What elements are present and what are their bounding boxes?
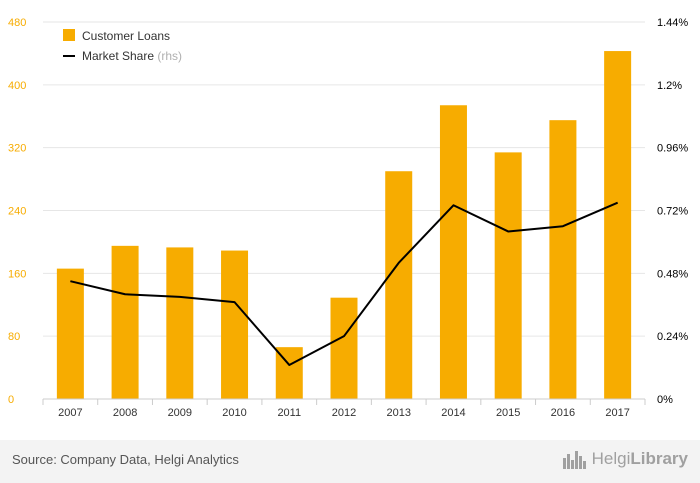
- y-left-tick-label: 80: [8, 331, 20, 343]
- bar-2015: [494, 152, 522, 399]
- y-left-tick-label: 240: [8, 206, 26, 218]
- x-tick-label: 2009: [168, 407, 192, 419]
- y-right-tick-label: 1.2%: [657, 80, 682, 92]
- y-right-tick-label: 0.96%: [657, 143, 688, 155]
- gridlines: [43, 21, 645, 400]
- line-market-share: [70, 201, 619, 366]
- bar-2012: [330, 297, 358, 399]
- source-note: Source: Company Data, Helgi Analytics: [12, 452, 239, 467]
- legend: Customer Loans Market Share (rhs): [63, 29, 182, 63]
- footer: Source: Company Data, Helgi Analytics He…: [0, 440, 700, 483]
- bar-2008: [111, 245, 139, 399]
- legend-rhs-suffix: (rhs): [157, 49, 182, 63]
- helgi-library-logo[interactable]: Helgi Library: [562, 448, 688, 470]
- bar-2010: [221, 250, 249, 399]
- x-tick-label: 2007: [58, 407, 82, 419]
- y-right-tick-label: 0.24%: [657, 331, 688, 343]
- bar-2009: [166, 247, 194, 399]
- x-tick-label: 2011: [277, 407, 301, 419]
- logo-text-bold: Library: [630, 449, 688, 468]
- bar-2016: [549, 120, 577, 399]
- city-icon: [562, 451, 586, 469]
- legend-label-customer-loans: Customer Loans: [82, 29, 170, 43]
- y-left-tick-label: 480: [8, 17, 26, 29]
- y-left-tick-label: 160: [8, 268, 26, 280]
- axes: 0 0% 80 0.24% 160 0.48% 240 0.72% 320 0.96% 400 1.2…: [8, 17, 688, 419]
- bar-2014: [439, 105, 467, 400]
- y-left-tick-label: 320: [8, 143, 26, 155]
- logo-text-light: Helgi: [591, 449, 631, 468]
- bar-2013: [385, 171, 413, 399]
- x-tick-label: 2017: [605, 407, 629, 419]
- y-right-tick-label: 0.48%: [657, 268, 688, 280]
- x-tick-label: 2014: [441, 407, 465, 419]
- bar-2007: [56, 268, 84, 399]
- legend-swatch-customer-loans: [63, 29, 75, 41]
- y-right-tick-label: 0%: [657, 394, 673, 406]
- x-tick-label: 2016: [551, 407, 575, 419]
- y-right-tick-label: 0.72%: [657, 206, 688, 218]
- chart: 0 0% 80 0.24% 160 0.48% 240 0.72% 320 0.96% 400 1.2…: [8, 17, 688, 419]
- bar-2017: [604, 51, 632, 399]
- bars-customer-loans: [56, 51, 632, 400]
- x-tick-label: 2012: [332, 407, 356, 419]
- y-right-tick-label: 1.44%: [657, 17, 688, 29]
- x-tick-label: 2008: [113, 407, 137, 419]
- legend-label-market-share: Market Share (rhs): [82, 49, 182, 63]
- x-tick-label: 2015: [496, 407, 520, 419]
- x-tick-label: 2010: [222, 407, 246, 419]
- y-left-tick-label: 400: [8, 80, 26, 92]
- x-tick-label: 2013: [386, 407, 410, 419]
- y-left-tick-label: 0: [8, 394, 14, 406]
